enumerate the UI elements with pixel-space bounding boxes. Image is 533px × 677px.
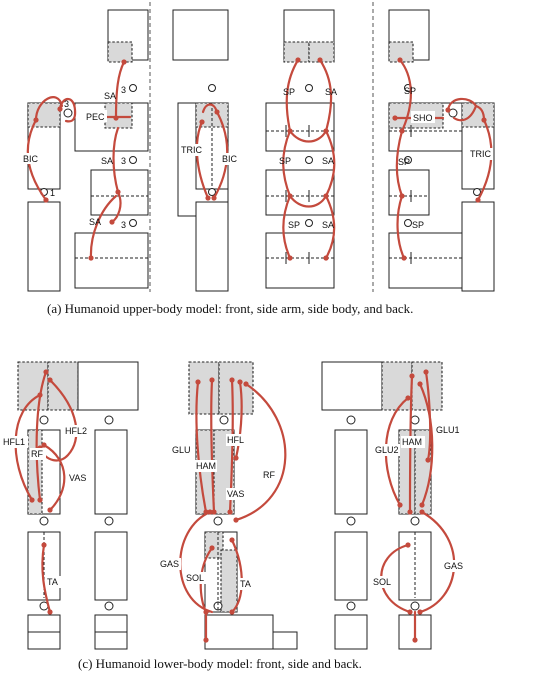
hfl2-muscle	[38, 378, 78, 462]
sa-muscle	[114, 60, 126, 120]
label-tric: TRIC	[470, 149, 491, 159]
label-num: 3	[64, 99, 69, 109]
label-sp: SP	[283, 87, 295, 97]
back-upper-view: SP SHO SP TRIC SP	[388, 9, 495, 292]
ta-muscle	[41, 543, 52, 614]
label-sp: SP	[279, 156, 291, 166]
label-sa: SA	[101, 156, 113, 166]
pec-arc	[58, 97, 77, 123]
label-sho: SHO	[413, 113, 433, 123]
bic-upper	[34, 96, 64, 122]
upper-body-panel: SA 3 PEC 3 BIC 1 SA 3 SA 3	[22, 2, 495, 316]
side-arm-view: TRIC BIC	[172, 9, 241, 292]
label-bic: BIC	[23, 154, 39, 164]
label-sp: SP	[288, 220, 300, 230]
sa-muscle	[318, 58, 336, 260]
shoulder-joint	[63, 108, 73, 118]
label-tric: TRIC	[181, 145, 202, 155]
muscle-link	[288, 194, 328, 208]
front-lower-view: HFL1 HFL2 RF VAS TA	[2, 361, 139, 650]
caption-lower: (c) Humanoid lower-body model: front, si…	[78, 656, 362, 671]
label-sol: SOL	[186, 573, 204, 583]
label-rf: RF	[263, 470, 275, 480]
label-sa: SA	[322, 156, 334, 166]
joint	[129, 84, 137, 92]
label-ta: TA	[240, 579, 251, 589]
label-vas: VAS	[69, 473, 86, 483]
sp-muscle	[282, 58, 300, 260]
label-pec: PEC	[86, 112, 105, 122]
label-sa: SA	[325, 87, 337, 97]
joint	[129, 219, 137, 227]
side-lower-view: GLU HFL HAM VAS RF GAS SOL TA	[159, 361, 298, 650]
caption-upper: (a) Humanoid upper-body model: front, si…	[47, 301, 413, 316]
sp-back-muscle	[395, 58, 412, 260]
label-glu2: GLU2	[375, 445, 399, 455]
label-num: 3	[121, 85, 126, 95]
muscle-short	[424, 370, 432, 462]
label-ham: HAM	[196, 461, 216, 471]
label-sp: SP	[404, 86, 416, 96]
label-sol: SOL	[373, 577, 391, 587]
lower-body-panel: HFL1 HFL2 RF VAS TA	[2, 361, 467, 671]
label-num: 3	[121, 156, 126, 166]
label-sp: SP	[398, 157, 410, 167]
label-sa: SA	[322, 220, 334, 230]
label-num: 3	[121, 220, 126, 230]
rf-muscle	[35, 370, 48, 502]
label-hfl1: HFL1	[3, 437, 25, 447]
sa-muscle-low	[89, 194, 118, 260]
label-ta: TA	[47, 577, 58, 587]
label-glu1: GLU1	[436, 425, 460, 435]
label-bic: BIC	[222, 154, 238, 164]
muscle-link	[288, 129, 328, 143]
joint	[129, 156, 137, 164]
tric-back-muscle	[476, 118, 493, 202]
label-sa: SA	[89, 217, 101, 227]
label-vas: VAS	[227, 489, 244, 499]
glu1-muscle	[418, 382, 434, 507]
rf-muscle	[234, 382, 287, 522]
label-num: 1	[50, 188, 55, 198]
label-rf: RF	[31, 449, 43, 459]
vas-muscle	[234, 380, 243, 460]
label-gas: GAS	[444, 561, 463, 571]
label-ham: HAM	[402, 437, 422, 447]
ham-muscle	[210, 378, 216, 514]
label-gas: GAS	[160, 559, 179, 569]
label-sa: SA	[104, 91, 116, 101]
vas-muscle	[42, 443, 66, 512]
back-lower-view: GLU2 HAM GLU1 SOL GAS	[321, 361, 467, 650]
label-hfl2: HFL2	[65, 426, 87, 436]
side-body-view: SP SA SP SA SP SA	[265, 9, 337, 289]
front-upper-view: SA 3 PEC 3 BIC 1 SA 3 SA 3	[22, 9, 149, 292]
label-glu: GLU	[172, 445, 191, 455]
label-sp: SP	[412, 220, 424, 230]
label-hfl: HFL	[227, 435, 244, 445]
glu-muscle	[195, 380, 208, 514]
